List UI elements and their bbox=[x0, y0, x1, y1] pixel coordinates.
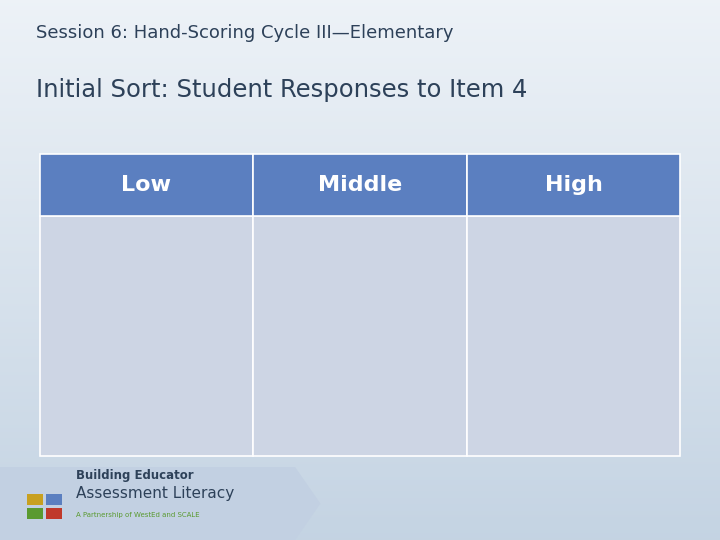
Bar bbox=[253, 216, 467, 456]
Text: Session 6: Hand-Scoring Cycle III—Elementary: Session 6: Hand-Scoring Cycle III—Elemen… bbox=[36, 24, 454, 42]
Bar bbox=[40, 154, 253, 216]
Text: Assessment Literacy: Assessment Literacy bbox=[76, 486, 234, 501]
Text: Initial Sort: Student Responses to Item 4: Initial Sort: Student Responses to Item … bbox=[36, 78, 527, 102]
Bar bbox=[253, 154, 467, 216]
Bar bbox=[467, 216, 680, 456]
Text: A Partnership of WestEd and SCALE: A Partnership of WestEd and SCALE bbox=[76, 512, 199, 518]
Bar bbox=[46, 508, 62, 519]
Text: High: High bbox=[544, 175, 603, 195]
Bar bbox=[467, 154, 680, 216]
Text: Middle: Middle bbox=[318, 175, 402, 195]
Bar bbox=[27, 494, 43, 505]
Bar bbox=[27, 508, 43, 519]
Bar bbox=[40, 216, 253, 456]
Text: Low: Low bbox=[122, 175, 171, 195]
Polygon shape bbox=[0, 467, 320, 540]
Text: Building Educator: Building Educator bbox=[76, 469, 193, 482]
Bar bbox=[46, 494, 62, 505]
